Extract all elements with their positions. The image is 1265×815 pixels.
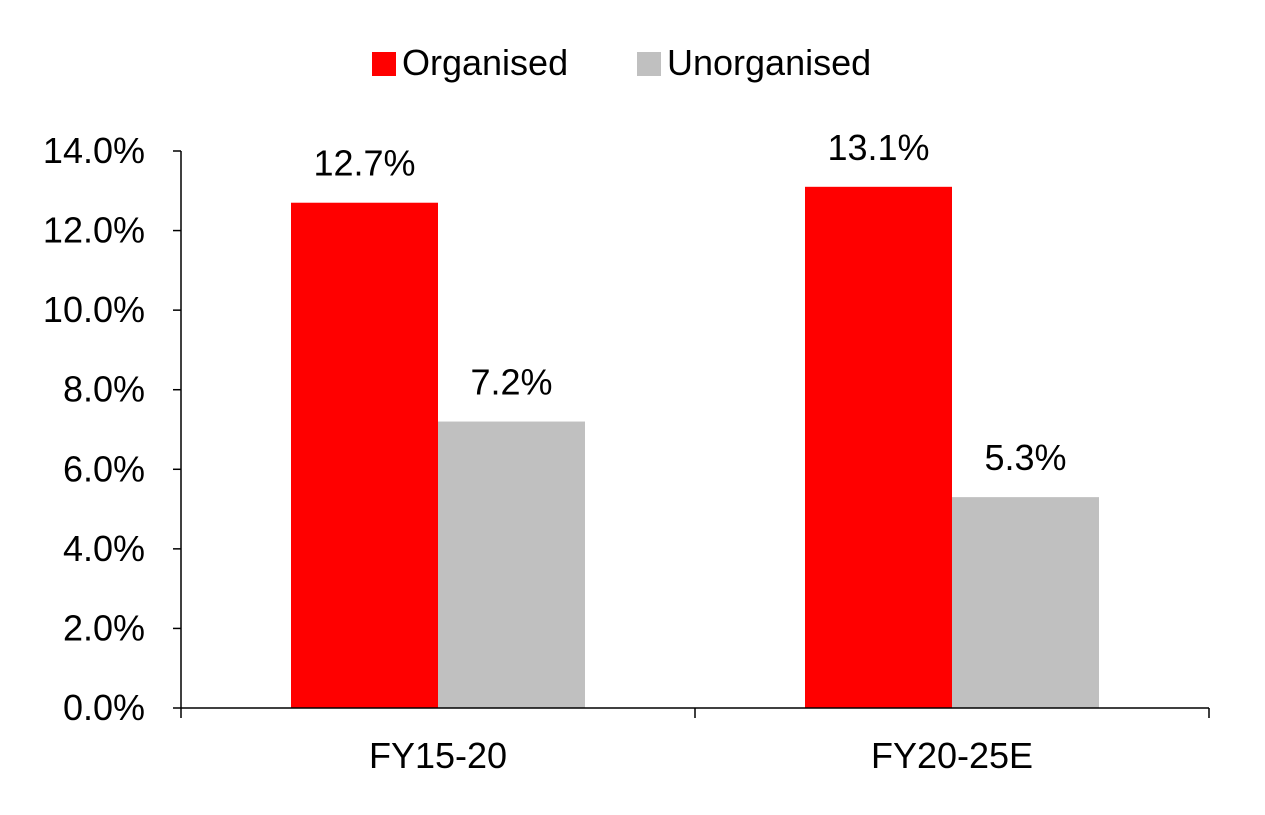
y-tick-label: 2.0% — [63, 607, 145, 648]
y-tick-label: 8.0% — [63, 369, 145, 410]
x-category-label: FY15-20 — [369, 735, 507, 776]
legend-swatch-unorganised — [637, 52, 661, 76]
y-tick-label: 0.0% — [63, 687, 145, 728]
axes-group — [173, 150, 1210, 718]
bar-organised-fy15-20 — [291, 202, 438, 708]
legend: Organised Unorganised — [372, 42, 871, 83]
legend-swatch-organised — [372, 52, 396, 76]
y-tick-labels: 0.0% 2.0% 4.0% 6.0% 8.0% 10.0% 12.0% 14.0% — [43, 130, 145, 728]
legend-label-unorganised: Unorganised — [667, 42, 871, 83]
bar-unorganised-fy20-25e — [952, 497, 1099, 708]
y-tick-label: 10.0% — [43, 289, 145, 330]
y-tick-label: 6.0% — [63, 448, 145, 489]
data-label-organised-fy15-20: 12.7% — [313, 143, 415, 184]
x-category-label: FY20-25E — [871, 735, 1033, 776]
y-tick-label: 14.0% — [43, 130, 145, 171]
y-tick-label: 4.0% — [63, 528, 145, 569]
bars-group — [291, 186, 1099, 709]
data-label-unorganised-fy15-20: 7.2% — [470, 362, 552, 403]
bar-unorganised-fy15-20 — [438, 421, 585, 708]
data-label-organised-fy20-25e: 13.1% — [827, 127, 929, 168]
data-labels-group: 12.7% 7.2% 13.1% 5.3% — [313, 127, 1066, 478]
bar-organised-fy20-25e — [805, 186, 952, 709]
x-category-labels: FY15-20 FY20-25E — [369, 735, 1033, 776]
y-tick-label: 12.0% — [43, 210, 145, 251]
legend-label-organised: Organised — [402, 42, 568, 83]
data-label-unorganised-fy20-25e: 5.3% — [984, 437, 1066, 478]
